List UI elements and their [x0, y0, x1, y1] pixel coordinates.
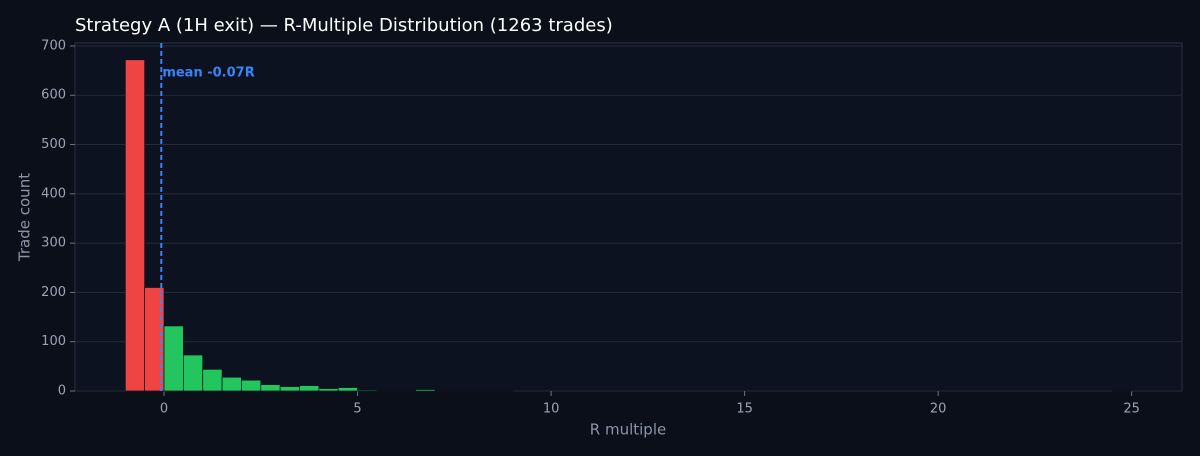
chart-title: Strategy A (1H exit) — R-Multiple Distri… — [75, 15, 613, 36]
y-tick-label: 200 — [41, 285, 66, 300]
bar — [279, 386, 300, 392]
x-tick-label: 25 — [1123, 402, 1140, 417]
plot-area — [74, 42, 1183, 392]
bar — [124, 59, 146, 392]
y-tick-label: 700 — [41, 38, 66, 53]
y-tick-label: 400 — [41, 186, 66, 201]
bar — [163, 325, 184, 392]
y-tick-label: 500 — [41, 137, 66, 152]
bar — [337, 387, 358, 392]
x-tick-label: 5 — [353, 402, 361, 417]
bar — [415, 389, 436, 392]
x-tick-label: 15 — [736, 402, 753, 417]
bar — [357, 389, 378, 392]
bar — [241, 379, 262, 392]
bar — [318, 388, 339, 392]
y-tick-label: 300 — [41, 236, 66, 251]
y-tick-label: 0 — [58, 384, 66, 399]
y-tick-label: 100 — [41, 334, 66, 349]
x-tick-label: 0 — [160, 402, 168, 417]
y-tick-label: 600 — [41, 88, 66, 103]
x-tick-label: 10 — [543, 402, 560, 417]
bar — [202, 368, 223, 392]
y-axis-label: Trade count — [16, 173, 34, 262]
bar — [221, 376, 242, 392]
x-tick-label: 20 — [930, 402, 947, 417]
x-axis-label: R multiple — [590, 421, 666, 439]
bar — [183, 354, 204, 392]
mean-label: mean -0.07R — [162, 66, 254, 81]
bar — [299, 385, 320, 392]
bar — [260, 384, 281, 392]
